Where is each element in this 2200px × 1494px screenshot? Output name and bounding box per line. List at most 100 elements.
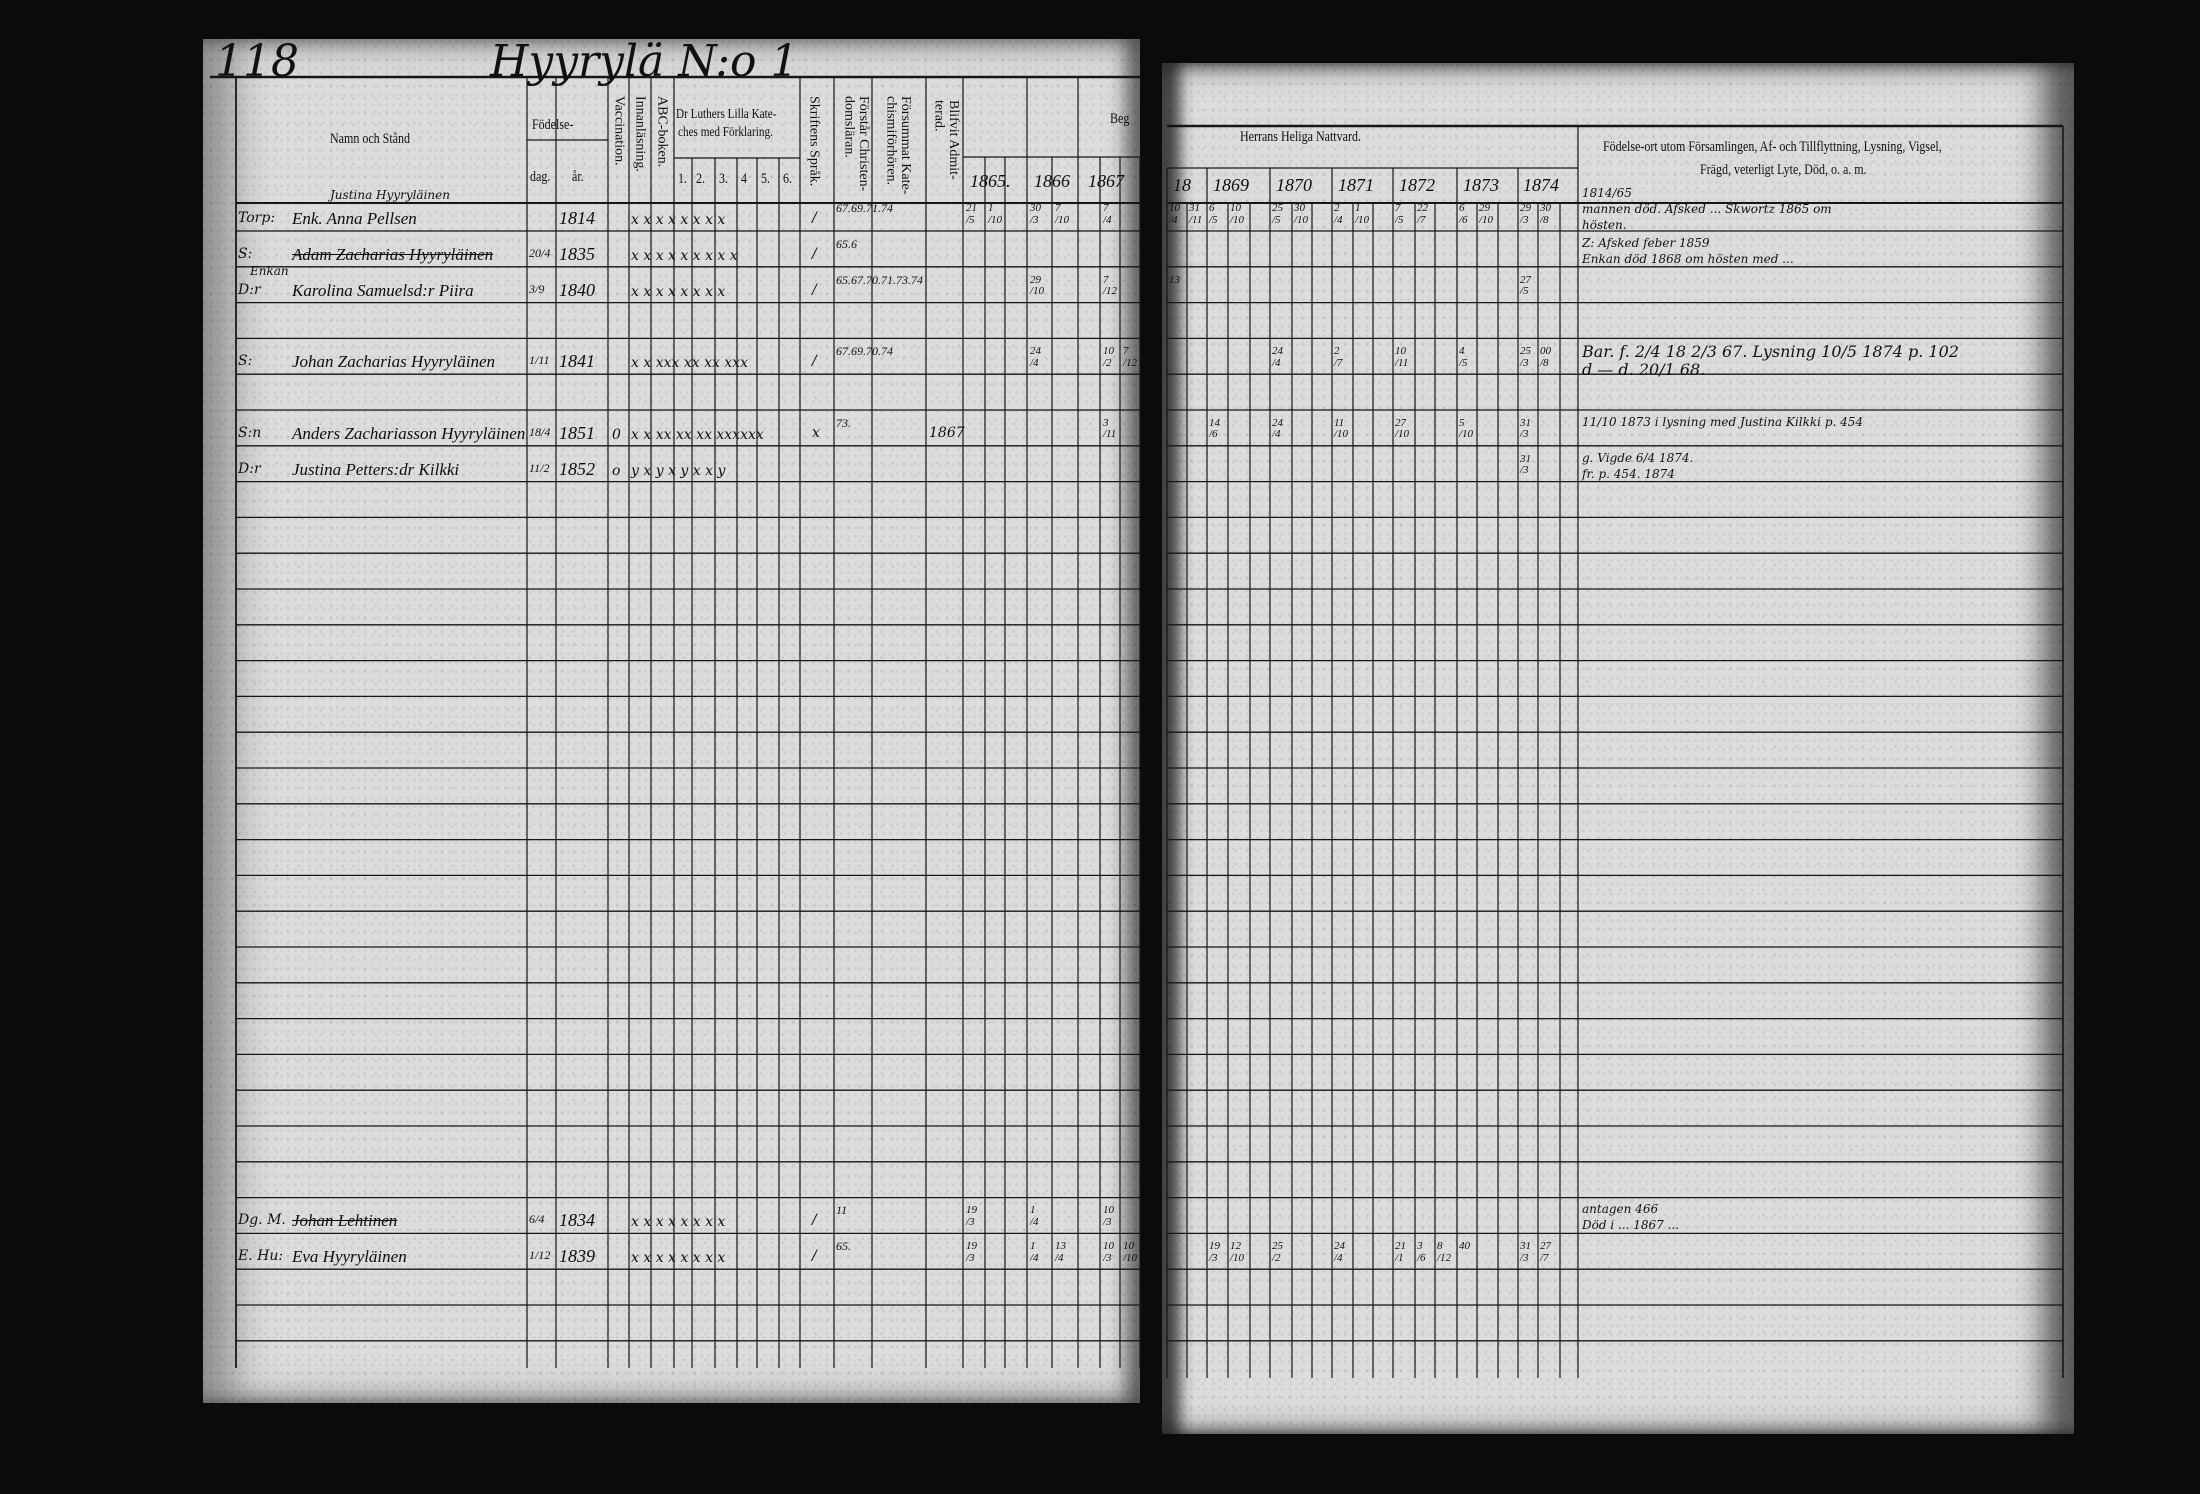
header-admitted: Blifvit Admit-terad. bbox=[931, 100, 961, 180]
remark-text: g. Vigde 6/4 1874. bbox=[1582, 450, 1694, 465]
entry-birth-year: 1851 bbox=[559, 422, 595, 443]
communion-date: 3/6 bbox=[1417, 1240, 1426, 1264]
communion-date: 24/4 bbox=[1272, 345, 1283, 369]
header-birth: Födelse- bbox=[532, 117, 574, 133]
entry-name: Karolina Samuelsd:r Piira bbox=[292, 280, 474, 300]
catechism-part-4: 4 bbox=[741, 171, 747, 187]
communion-date: 1/4 bbox=[1030, 1240, 1039, 1264]
year-header: 1873 bbox=[1463, 175, 1499, 195]
entry-admitted: 1867 bbox=[929, 424, 965, 441]
entry-scripture: / bbox=[812, 245, 817, 262]
communion-date: 2/4 bbox=[1334, 202, 1343, 226]
year-header: 1874 bbox=[1523, 175, 1559, 195]
entry-scripture: / bbox=[812, 1248, 817, 1265]
year-header: 18 bbox=[1173, 175, 1191, 195]
entry-birth-year: 1840 bbox=[559, 279, 595, 300]
communion-date: 10/2 bbox=[1103, 345, 1114, 369]
entry-name: Eva Hyyryläinen bbox=[292, 1247, 407, 1267]
communion-date: 1/4 bbox=[1030, 1204, 1039, 1228]
remark-text: d — d. 20/1 68. bbox=[1582, 360, 1706, 380]
communion-date: 13/4 bbox=[1055, 1240, 1066, 1264]
year-header: 1871 bbox=[1338, 175, 1374, 195]
remark-text: hösten. bbox=[1582, 218, 1627, 232]
entry-scripture: / bbox=[812, 210, 817, 226]
entry-name: Enk. Anna Pellsen bbox=[292, 209, 417, 228]
communion-date: 29/3 bbox=[1520, 202, 1531, 226]
remark-text: 1814/65 bbox=[1582, 186, 1632, 200]
catechism-part-3: 3. bbox=[719, 171, 728, 187]
entry-prefix: S: bbox=[238, 245, 253, 262]
entry-birth-day: 3/9 bbox=[529, 281, 545, 296]
header-abc: ABC-boken. bbox=[654, 96, 670, 168]
header-reading: Innanläsning. bbox=[632, 96, 648, 172]
communion-date: 27/7 bbox=[1540, 1240, 1551, 1264]
communion-date: 5/10 bbox=[1459, 416, 1474, 441]
entry-birth-year: 1835 bbox=[559, 243, 595, 264]
communion-date: 24/4 bbox=[1272, 416, 1283, 441]
year-1865: 1865. bbox=[970, 171, 1011, 191]
communion-date: 25/3 bbox=[1520, 345, 1531, 369]
right-page bbox=[1162, 63, 2074, 1434]
communion-date: 21/1 bbox=[1395, 1240, 1406, 1264]
entry-reading-marks: x x xxx xx xx xxx bbox=[631, 355, 748, 372]
entry-prefix: S: bbox=[238, 353, 253, 370]
communion-date: 40 bbox=[1459, 1240, 1470, 1253]
header-day: dag. bbox=[530, 169, 551, 185]
entry-prefix: Dg. M. bbox=[238, 1212, 286, 1229]
remark-text: Bar. f. 2/4 18 2/3 67. Lysning 10/5 1874… bbox=[1582, 342, 1959, 362]
entry-birth-year: 1852 bbox=[559, 458, 595, 479]
communion-date: 10/10 bbox=[1123, 1240, 1138, 1264]
entry-reading-marks: x x x x x x x x bbox=[631, 1250, 726, 1267]
entry-name: Justina Petters:dr Kilkki bbox=[292, 459, 460, 479]
entry-missed-catechism: 67.69.70.74 bbox=[836, 344, 893, 359]
entry-missed-catechism: 65. bbox=[836, 1239, 851, 1254]
entry-birth-year: 1834 bbox=[559, 1210, 595, 1231]
communion-date: 24/4 bbox=[1030, 345, 1041, 369]
communion-date: 19/3 bbox=[966, 1240, 977, 1264]
entry-missed-catechism: 65.6 bbox=[836, 236, 857, 251]
entry-birth-year: 1841 bbox=[559, 351, 595, 372]
remark-text: Död i ... 1867 ... bbox=[1582, 1218, 1680, 1233]
entry-birth-day: 18/4 bbox=[529, 424, 551, 439]
entry-prefix: S:n bbox=[238, 424, 262, 441]
communion-date: 31/3 bbox=[1520, 1240, 1531, 1264]
communion-date: 19/3 bbox=[1209, 1240, 1220, 1264]
entry-birth-year: 1839 bbox=[559, 1246, 595, 1267]
header-communion-begin: Beg bbox=[1110, 111, 1130, 127]
entry-scripture: / bbox=[812, 353, 817, 370]
catechism-part-6: 6. bbox=[783, 171, 792, 187]
entry-scripture: / bbox=[812, 1212, 817, 1229]
year-header: 1872 bbox=[1399, 175, 1435, 195]
communion-date: 7/12 bbox=[1103, 273, 1118, 298]
communion-date: 19/3 bbox=[966, 1204, 977, 1228]
entry-prefix: D:r bbox=[238, 460, 261, 477]
header-catechism-2: ches med Förklaring. bbox=[678, 125, 773, 140]
remark-text: Z: Afsked feber 1859 bbox=[1582, 235, 1710, 250]
entry-prefix: Torp: bbox=[238, 210, 276, 226]
header-vaccination: Vaccination. bbox=[611, 96, 627, 166]
year-1866: 1866 bbox=[1034, 171, 1070, 191]
communion-date: 24/4 bbox=[1334, 1240, 1345, 1264]
communion-date: 31/3 bbox=[1520, 416, 1531, 441]
remark-text: Enkan död 1868 om hösten med ... bbox=[1582, 251, 1794, 266]
entry-annotation: Enkan bbox=[250, 263, 289, 278]
communion-date: 27/10 bbox=[1395, 416, 1410, 441]
entry-birth-day: 1/11 bbox=[529, 353, 550, 368]
communion-date: 7/12 bbox=[1123, 345, 1138, 369]
year-header: 1869 bbox=[1213, 175, 1249, 195]
communion-date: 14/6 bbox=[1209, 416, 1220, 441]
header-year: år. bbox=[572, 169, 584, 185]
entry-birth-day: 1/12 bbox=[529, 1248, 551, 1263]
entry-scripture: x bbox=[812, 424, 820, 441]
communion-date: 1/10 bbox=[1355, 202, 1370, 226]
entry-annotation: Justina Hyyryläinen bbox=[330, 188, 450, 202]
communion-date: 25/2 bbox=[1272, 1240, 1283, 1264]
entry-reading-marks: x x x x x x x x bbox=[631, 283, 726, 300]
communion-date: 31/3 bbox=[1520, 452, 1531, 477]
entry-missed-catechism: 67.69.71.74 bbox=[836, 201, 893, 215]
entry-vaccination: o bbox=[612, 462, 621, 479]
entry-missed-catechism: 65.67.70.71.73.74 bbox=[836, 272, 923, 287]
communion-date: 22/7 bbox=[1417, 202, 1428, 226]
communion-date: 8/12 bbox=[1437, 1240, 1452, 1264]
